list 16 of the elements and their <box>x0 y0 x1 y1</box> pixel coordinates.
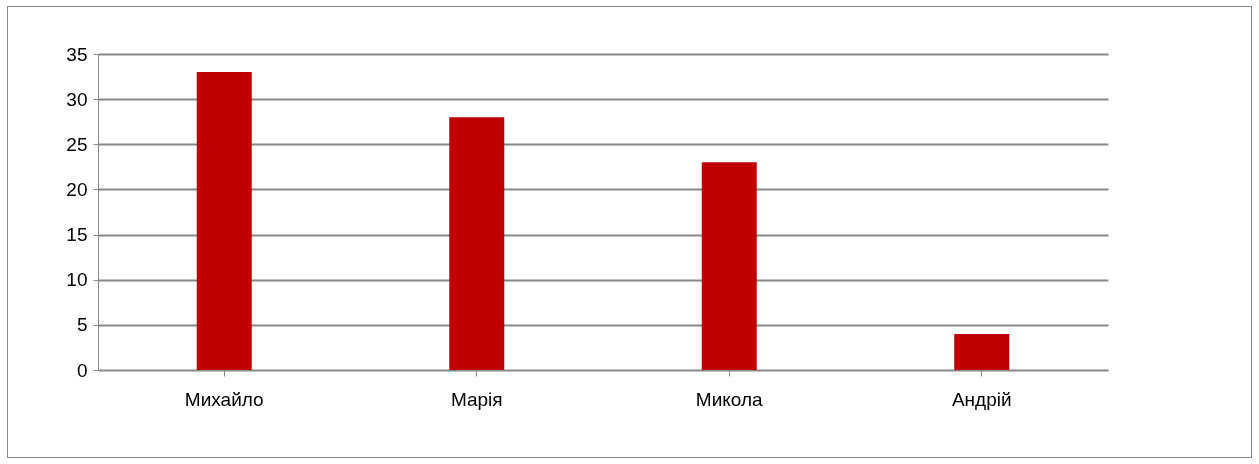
y-tick-label: 15 <box>66 224 88 246</box>
x-tick-label: Михайло <box>184 388 264 410</box>
y-tick-label: 0 <box>76 359 88 381</box>
x-tick-label: Микола <box>695 388 764 410</box>
y-tick-label: 25 <box>66 133 88 155</box>
y-tick-label: 20 <box>66 178 88 200</box>
y-tick-label: 10 <box>66 269 88 291</box>
y-tick-label: 30 <box>66 88 88 110</box>
bar <box>954 333 1010 370</box>
bar <box>701 162 757 370</box>
x-tick-label: Марія <box>450 388 503 410</box>
bar <box>196 72 252 370</box>
y-tick-label: 35 <box>66 43 88 65</box>
y-tick-label: 5 <box>76 314 88 336</box>
x-tick-label: Андрій <box>951 388 1012 410</box>
bar <box>449 117 505 370</box>
